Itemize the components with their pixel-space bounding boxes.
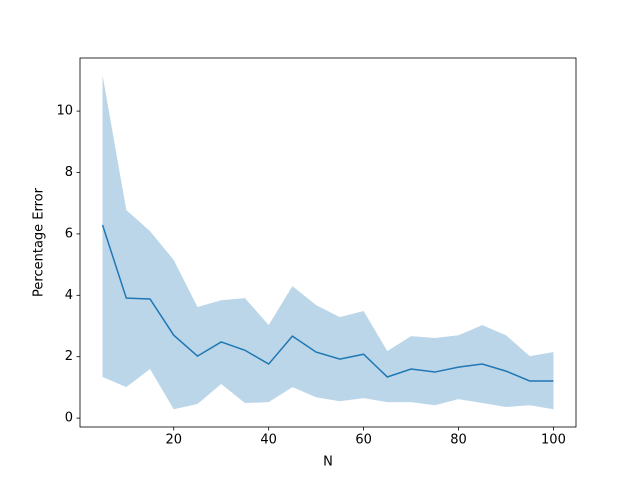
x-tick-label: 40	[260, 433, 277, 448]
error-band	[102, 75, 554, 410]
x-tick-label: 80	[450, 433, 467, 448]
x-tick-label: 20	[165, 433, 182, 448]
x-axis-label: N	[323, 455, 333, 470]
y-axis-label: Percentage Error	[32, 187, 47, 297]
y-tick-label: 8	[65, 165, 73, 180]
plot-frame	[79, 57, 577, 428]
y-tick-label: 4	[65, 288, 73, 303]
y-tick-label: 6	[65, 226, 73, 241]
y-tick-label: 0	[65, 411, 73, 426]
y-tick-label: 10	[56, 104, 73, 119]
line	[101, 224, 554, 382]
y-tick-label: 2	[65, 349, 73, 364]
x-tick-label: 60	[355, 433, 372, 448]
x-tick-label: 100	[541, 433, 566, 448]
